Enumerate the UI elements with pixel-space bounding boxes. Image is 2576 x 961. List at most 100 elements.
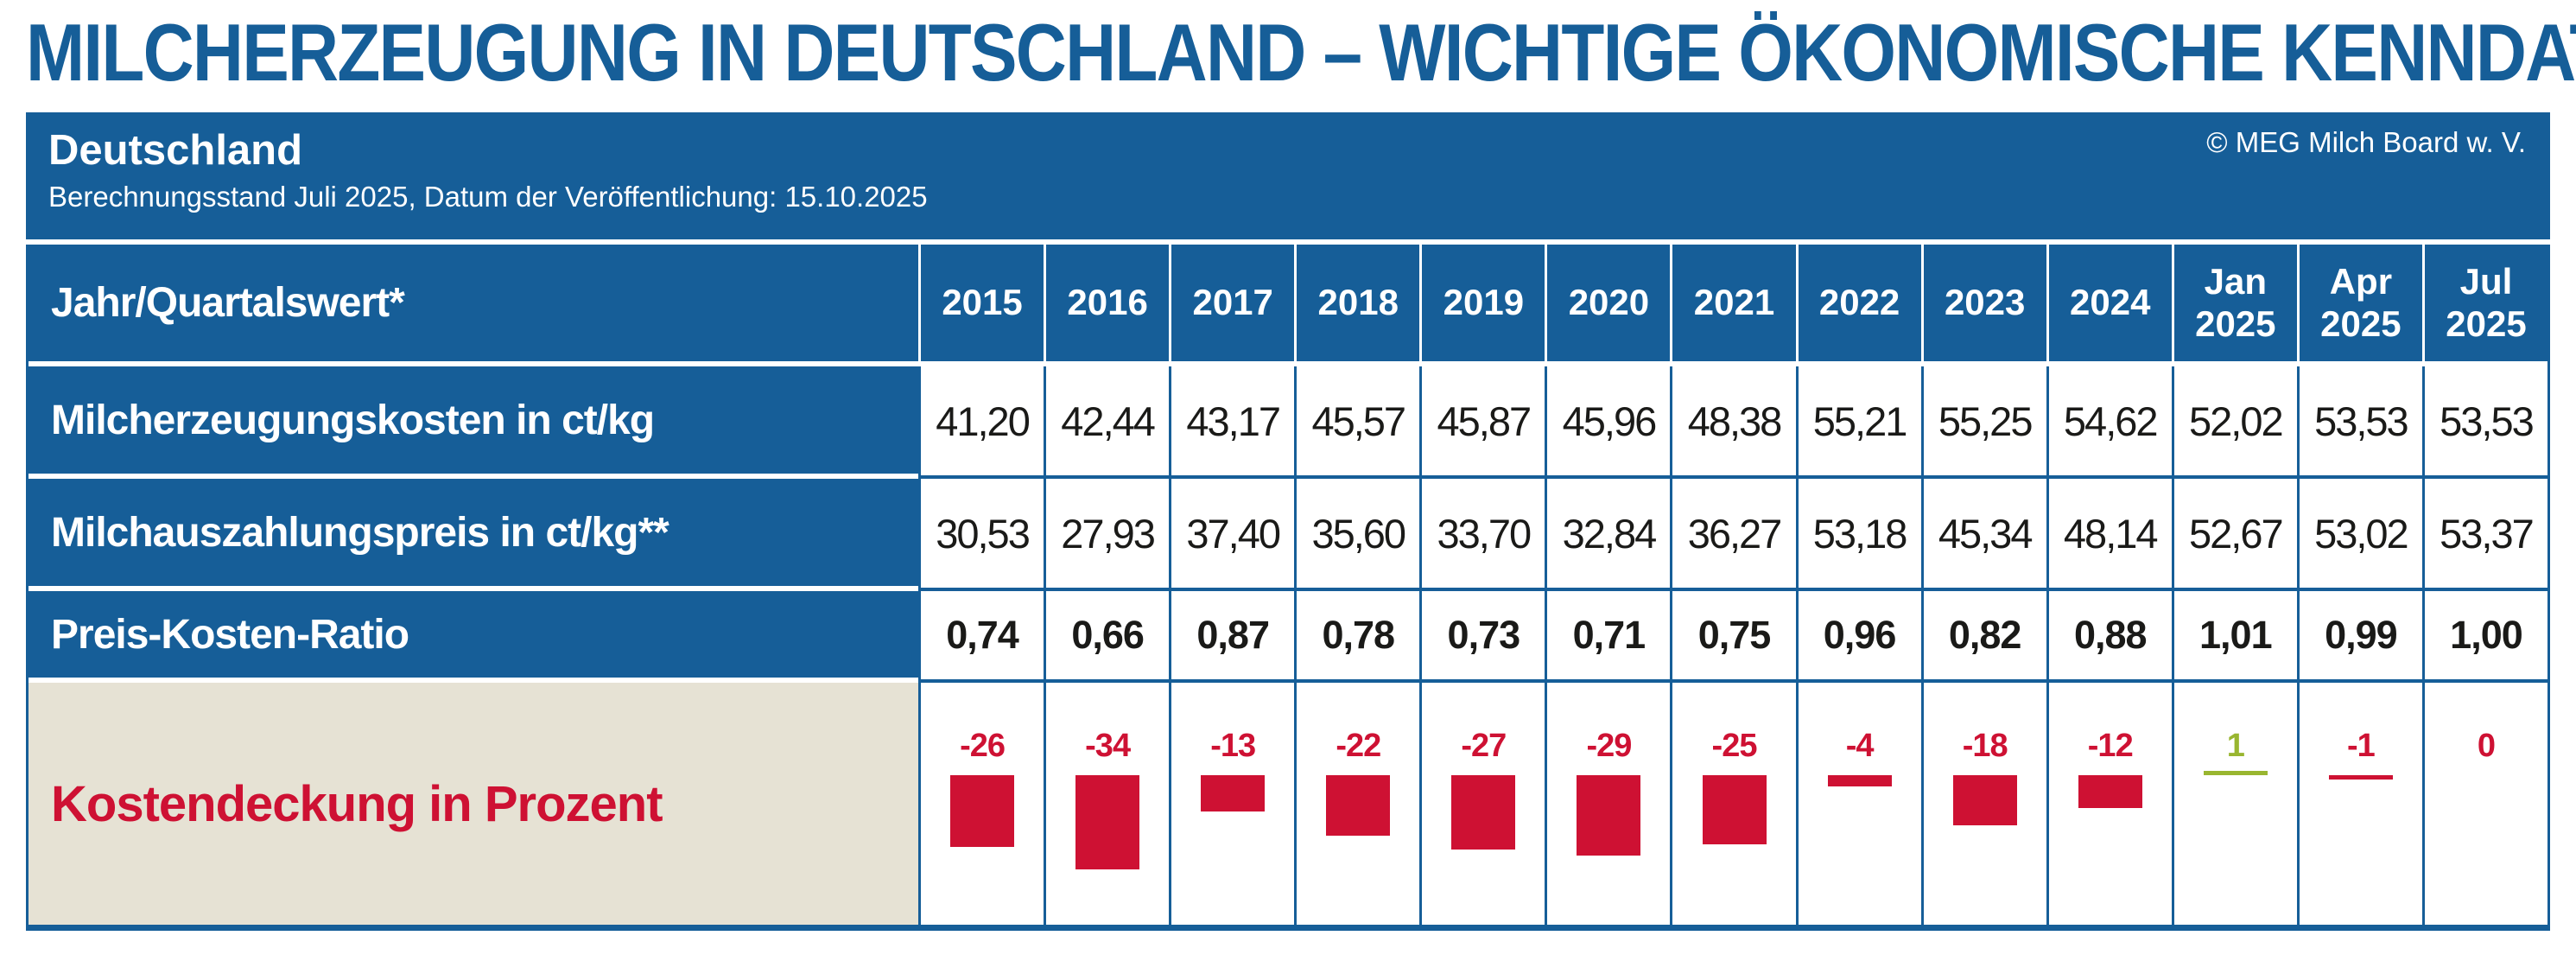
bar-value-label: -4 [1845, 728, 1875, 764]
ratio-value-cell: 0,99 [2296, 591, 2422, 683]
bar-value-label: -22 [1336, 728, 1381, 764]
cost-value-cell: 53,53 [2421, 366, 2548, 479]
price-value-cell: 37,40 [1169, 479, 1295, 591]
price-value-cell: 30,53 [918, 479, 1044, 591]
ratio-value-cell: 0,88 [2046, 591, 2172, 683]
quarter-header-cell: Jan 2025 [2171, 245, 2297, 366]
year-header-cell: 2017 [1169, 245, 1295, 366]
ratio-value-cell: 0,74 [918, 591, 1044, 683]
ratio-value-cell: 1,00 [2421, 591, 2548, 683]
price-value-cell: 48,14 [2046, 479, 2172, 591]
quarter-header-cell: Jul 2025 [2421, 245, 2548, 366]
bar-value-label: 1 [2226, 728, 2245, 764]
bar-cell: -4 [1795, 683, 1921, 925]
year-header-cell: 2022 [1795, 245, 1921, 366]
year-header-cell: 2016 [1044, 245, 1170, 366]
region-title: Deutschland [48, 127, 303, 174]
bar-cell: -26 [918, 683, 1044, 925]
bar-cell: -25 [1670, 683, 1796, 925]
cost-value-cell: 54,62 [2046, 366, 2172, 479]
coverage-bar [2078, 775, 2142, 808]
price-value-cell: 53,02 [2296, 479, 2422, 591]
coverage-bar [1952, 775, 2017, 825]
cost-value-cell: 55,25 [1920, 366, 2046, 479]
coverage-bar [1827, 775, 1892, 786]
cost-value-cell: 45,96 [1545, 366, 1671, 479]
bar-cell: 1 [2171, 683, 2297, 925]
bar-cell: -1 [2296, 683, 2422, 925]
price-value-cell: 36,27 [1670, 479, 1796, 591]
coverage-bar [1075, 775, 1140, 869]
price-value-cell: 52,67 [2171, 479, 2297, 591]
ratio-value-cell: 0,78 [1294, 591, 1420, 683]
bar-cell: -22 [1294, 683, 1420, 925]
table-row-cost-coverage-chart: Kostendeckung in Prozent -26 -34 -13 -22… [29, 683, 2548, 925]
ratio-value-cell: 1,01 [2171, 591, 2297, 683]
table-row-payout-price: Milchauszahlungspreis in ct/kg** 30,53 2… [29, 479, 2548, 591]
price-value-cell: 33,70 [1419, 479, 1545, 591]
year-header-cell: 2015 [918, 245, 1044, 366]
price-value-cell: 53,18 [1795, 479, 1921, 591]
bar-cell: -12 [2046, 683, 2172, 925]
ratio-value-cell: 0,75 [1670, 591, 1796, 683]
year-header-cell: 2023 [1920, 245, 2046, 366]
bar-cell: -34 [1044, 683, 1170, 925]
header-band-left: Deutschland Berechnungsstand Juli 2025, … [26, 112, 928, 239]
table-row-production-costs: Milcherzeugungskosten in ct/kg 41,20 42,… [29, 366, 2548, 479]
year-header-cell: 2021 [1670, 245, 1796, 366]
chart-row-label: Kostendeckung in Prozent [29, 683, 918, 925]
coverage-bar [1451, 775, 1516, 850]
price-value-cell: 32,84 [1545, 479, 1671, 591]
quarter-header-cell: Apr 2025 [2296, 245, 2422, 366]
ratio-value-cell: 0,66 [1044, 591, 1170, 683]
cost-value-cell: 53,53 [2296, 366, 2422, 479]
price-value-cell: 35,60 [1294, 479, 1420, 591]
price-value-cell: 45,34 [1920, 479, 2046, 591]
year-header-cell: 2018 [1294, 245, 1420, 366]
bar-value-label: -1 [2347, 728, 2376, 764]
cost-value-cell: 45,87 [1419, 366, 1545, 479]
bar-value-label: -27 [1461, 728, 1507, 764]
cost-value-cell: 48,38 [1670, 366, 1796, 479]
bar-value-label: -12 [2087, 728, 2134, 764]
bar-value-label: -29 [1586, 728, 1632, 764]
table-header-row: Jahr/Quartalswert* 2015 2016 2017 2018 2… [29, 245, 2548, 366]
coverage-bar [2328, 775, 2393, 780]
page-title: MILCHERZEUGUNG IN DEUTSCHLAND – WICHTIGE… [26, 7, 2576, 98]
coverage-bar [1201, 775, 1266, 811]
price-value-cell: 27,93 [1044, 479, 1170, 591]
ratio-value-cell: 0,71 [1545, 591, 1671, 683]
bar-value-label: -26 [960, 728, 1006, 764]
row-label: Milchauszahlungspreis in ct/kg** [29, 479, 918, 591]
bar-cell: -27 [1419, 683, 1545, 925]
coverage-bar [1326, 775, 1391, 836]
bar-value-label: -25 [1711, 728, 1758, 764]
bar-cell: -18 [1920, 683, 2046, 925]
copyright-notice: © MEG Milch Board w. V. [2206, 126, 2526, 158]
cost-value-cell: 42,44 [1044, 366, 1170, 479]
bar-value-label: -13 [1210, 728, 1256, 764]
header-band: Deutschland Berechnungsstand Juli 2025, … [26, 112, 2550, 239]
table-row-price-cost-ratio: Preis-Kosten-Ratio 0,74 0,66 0,87 0,78 0… [29, 591, 2548, 683]
cost-value-cell: 43,17 [1169, 366, 1295, 479]
cost-value-cell: 41,20 [918, 366, 1044, 479]
bar-value-label: -34 [1085, 728, 1131, 764]
year-header-cell: 2020 [1545, 245, 1671, 366]
cost-value-cell: 45,57 [1294, 366, 1420, 479]
bar-cell: -29 [1545, 683, 1671, 925]
ratio-value-cell: 0,96 [1795, 591, 1921, 683]
corner-header-cell: Jahr/Quartalswert* [29, 245, 918, 366]
data-table: Jahr/Quartalswert* 2015 2016 2017 2018 2… [26, 245, 2550, 925]
bar-value-label: 0 [2477, 728, 2496, 764]
table-bottom-rule [26, 925, 2550, 931]
price-value-cell: 53,37 [2421, 479, 2548, 591]
bar-value-label: -18 [1962, 728, 2008, 764]
coverage-bar [1702, 775, 1767, 844]
row-label: Preis-Kosten-Ratio [29, 591, 918, 683]
coverage-bar [950, 775, 1015, 847]
year-header-cell: 2019 [1419, 245, 1545, 366]
bar-cell: 0 [2421, 683, 2548, 925]
coverage-bar [1577, 775, 1641, 856]
ratio-value-cell: 0,73 [1419, 591, 1545, 683]
